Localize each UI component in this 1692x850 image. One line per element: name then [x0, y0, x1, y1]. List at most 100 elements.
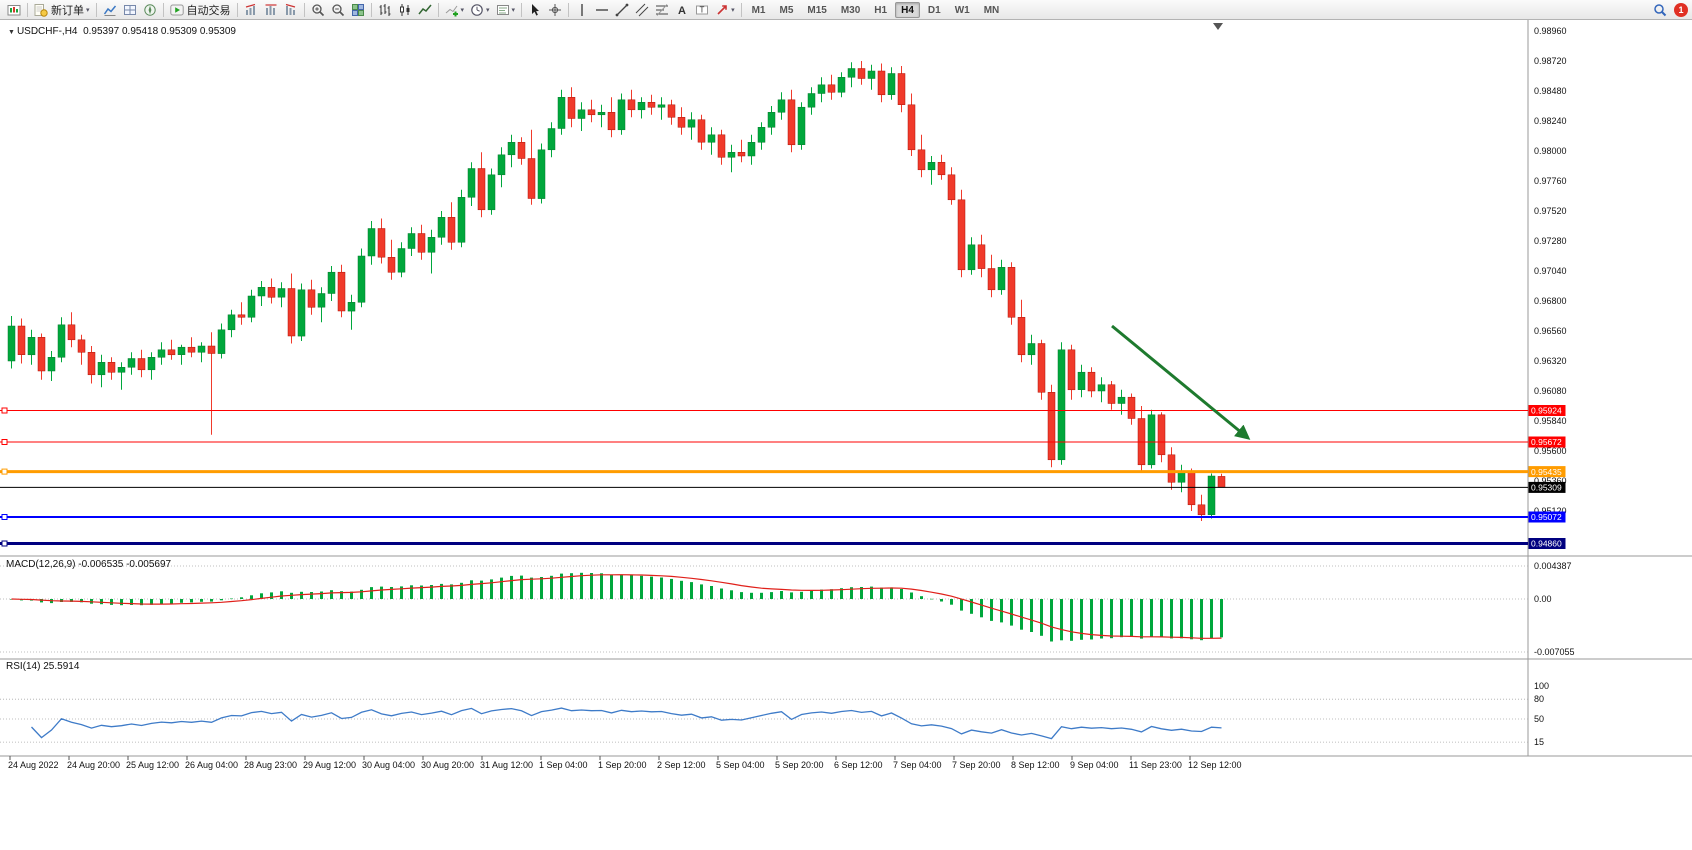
chart-shift-marker[interactable] — [1213, 23, 1223, 30]
candle — [347, 294, 356, 330]
svg-text:0.96080: 0.96080 — [1534, 386, 1567, 396]
fibonacci-button[interactable] — [652, 1, 672, 19]
new-order-button[interactable]: 新订单 ▾ — [31, 1, 93, 19]
zoom-out-button[interactable] — [328, 1, 348, 19]
line-handle[interactable] — [1, 468, 8, 475]
candle — [997, 259, 1006, 295]
svg-text:6 Sep 12:00: 6 Sep 12:00 — [834, 760, 883, 770]
zoom-in-button[interactable] — [308, 1, 328, 19]
price-tag[interactable] — [1528, 538, 1566, 549]
market-watch-button[interactable] — [100, 1, 120, 19]
channel-button[interactable] — [632, 1, 652, 19]
price-tag[interactable] — [1528, 481, 1566, 493]
toolbar-separator — [27, 2, 28, 17]
period-down-icon — [284, 3, 298, 17]
macd-bar — [640, 575, 643, 599]
macd-bar — [650, 576, 653, 599]
chart-canvas[interactable]: 0.98960 0.98720 0.98480 0.98240 0.98000 0.977… — [0, 20, 1692, 845]
search-button[interactable] — [1650, 1, 1670, 19]
tf-button-M15[interactable]: M15 — [807, 4, 827, 16]
tf-button-H4[interactable]: H4 — [895, 1, 920, 18]
candle — [947, 167, 956, 205]
notification-badge[interactable]: 1 — [1674, 2, 1688, 17]
macd-bar — [600, 573, 603, 599]
chart-window-button[interactable] — [4, 1, 24, 19]
macd-bar — [320, 591, 323, 599]
clock-button[interactable]: ▾ — [467, 1, 493, 19]
macd-bar — [800, 591, 803, 599]
period-flat-button[interactable] — [261, 1, 281, 19]
candle — [1177, 464, 1186, 493]
price-tag[interactable] — [1528, 405, 1566, 416]
macd-bar — [560, 573, 563, 599]
text-button[interactable]: A — [672, 1, 692, 19]
candle — [1157, 412, 1166, 463]
macd-bar — [1190, 599, 1193, 640]
crosshair-button[interactable] — [545, 1, 565, 19]
candle — [447, 202, 456, 250]
price-tag[interactable] — [1528, 511, 1566, 523]
ohlc-bars-button[interactable] — [375, 1, 395, 19]
tf-button-M1[interactable]: M1 — [751, 4, 766, 16]
tile-windows-button[interactable] — [348, 1, 368, 19]
tf-button-M5[interactable]: M5 — [779, 4, 794, 16]
indicators-icon — [445, 3, 459, 17]
chart-area[interactable]: ▼ USDCHF-,H4 0.95397 0.95418 0.95309 0.95… — [0, 20, 1692, 845]
indicators-button[interactable]: ▾ — [442, 1, 468, 19]
period-down-button[interactable] — [281, 1, 301, 19]
cursor-button[interactable] — [525, 1, 545, 19]
candle — [787, 89, 796, 153]
caret-down-icon: ▾ — [731, 6, 735, 14]
candle — [837, 72, 846, 98]
caret-down-icon: ▾ — [511, 6, 516, 14]
line-chart-button[interactable] — [415, 1, 435, 19]
macd-bar — [1180, 599, 1183, 639]
candle — [1117, 389, 1126, 415]
macd-bar — [910, 592, 913, 599]
macd-bar — [540, 577, 543, 599]
navigator-button[interactable] — [140, 1, 160, 19]
vline-button[interactable] — [572, 1, 592, 19]
macd-bar — [490, 579, 493, 599]
macd-bar — [850, 587, 853, 599]
trendline-button[interactable] — [612, 1, 632, 19]
price-tag[interactable] — [1528, 466, 1566, 478]
arrows-button[interactable]: ▾ — [712, 1, 738, 19]
tf-button-W1[interactable]: W1 — [954, 4, 970, 16]
candle — [817, 77, 826, 103]
macd-bar — [1200, 599, 1203, 641]
candle — [527, 129, 536, 205]
line-handle[interactable] — [1, 407, 8, 414]
vline-icon — [575, 3, 589, 17]
candlestick-button[interactable] — [395, 1, 415, 19]
data-window-button[interactable] — [120, 1, 140, 19]
tf-button-M30[interactable]: M30 — [840, 4, 861, 16]
line-handle[interactable] — [1, 439, 8, 445]
label-button[interactable]: T — [692, 1, 712, 19]
candle — [57, 317, 66, 363]
macd-bar — [410, 585, 413, 599]
trend-arrow[interactable] — [1111, 324, 1251, 440]
candle — [167, 339, 176, 360]
macd-bar — [1150, 599, 1153, 637]
candle — [247, 289, 256, 323]
chevron-down-icon: ▼ — [8, 29, 15, 36]
macd-bar — [400, 586, 403, 599]
candle — [1037, 339, 1046, 400]
price-tag[interactable] — [1528, 436, 1566, 448]
autotrade-button[interactable]: 自动交易 — [167, 1, 234, 19]
candle — [1027, 334, 1036, 365]
tf-button-H1[interactable]: H1 — [874, 4, 888, 16]
candle — [607, 97, 616, 138]
line-handle[interactable] — [1, 540, 8, 547]
templates-button[interactable]: ▾ — [493, 1, 519, 19]
hline-button[interactable] — [592, 1, 612, 19]
macd-bar — [220, 599, 223, 601]
line-handle[interactable] — [1, 514, 8, 520]
macd-bar — [860, 587, 863, 599]
tf-button-MN[interactable]: MN — [983, 4, 1000, 16]
tf-button-D1[interactable]: D1 — [927, 4, 941, 16]
macd-bar — [1120, 599, 1123, 638]
period-up-button[interactable] — [241, 1, 261, 19]
toolbar-left-group: 新订单 ▾ 自动交易 ▾ ▾ ▾ A T ▾ M1 M5 M15 M30 H1 H4 D1 W1 MN — [4, 0, 1006, 19]
